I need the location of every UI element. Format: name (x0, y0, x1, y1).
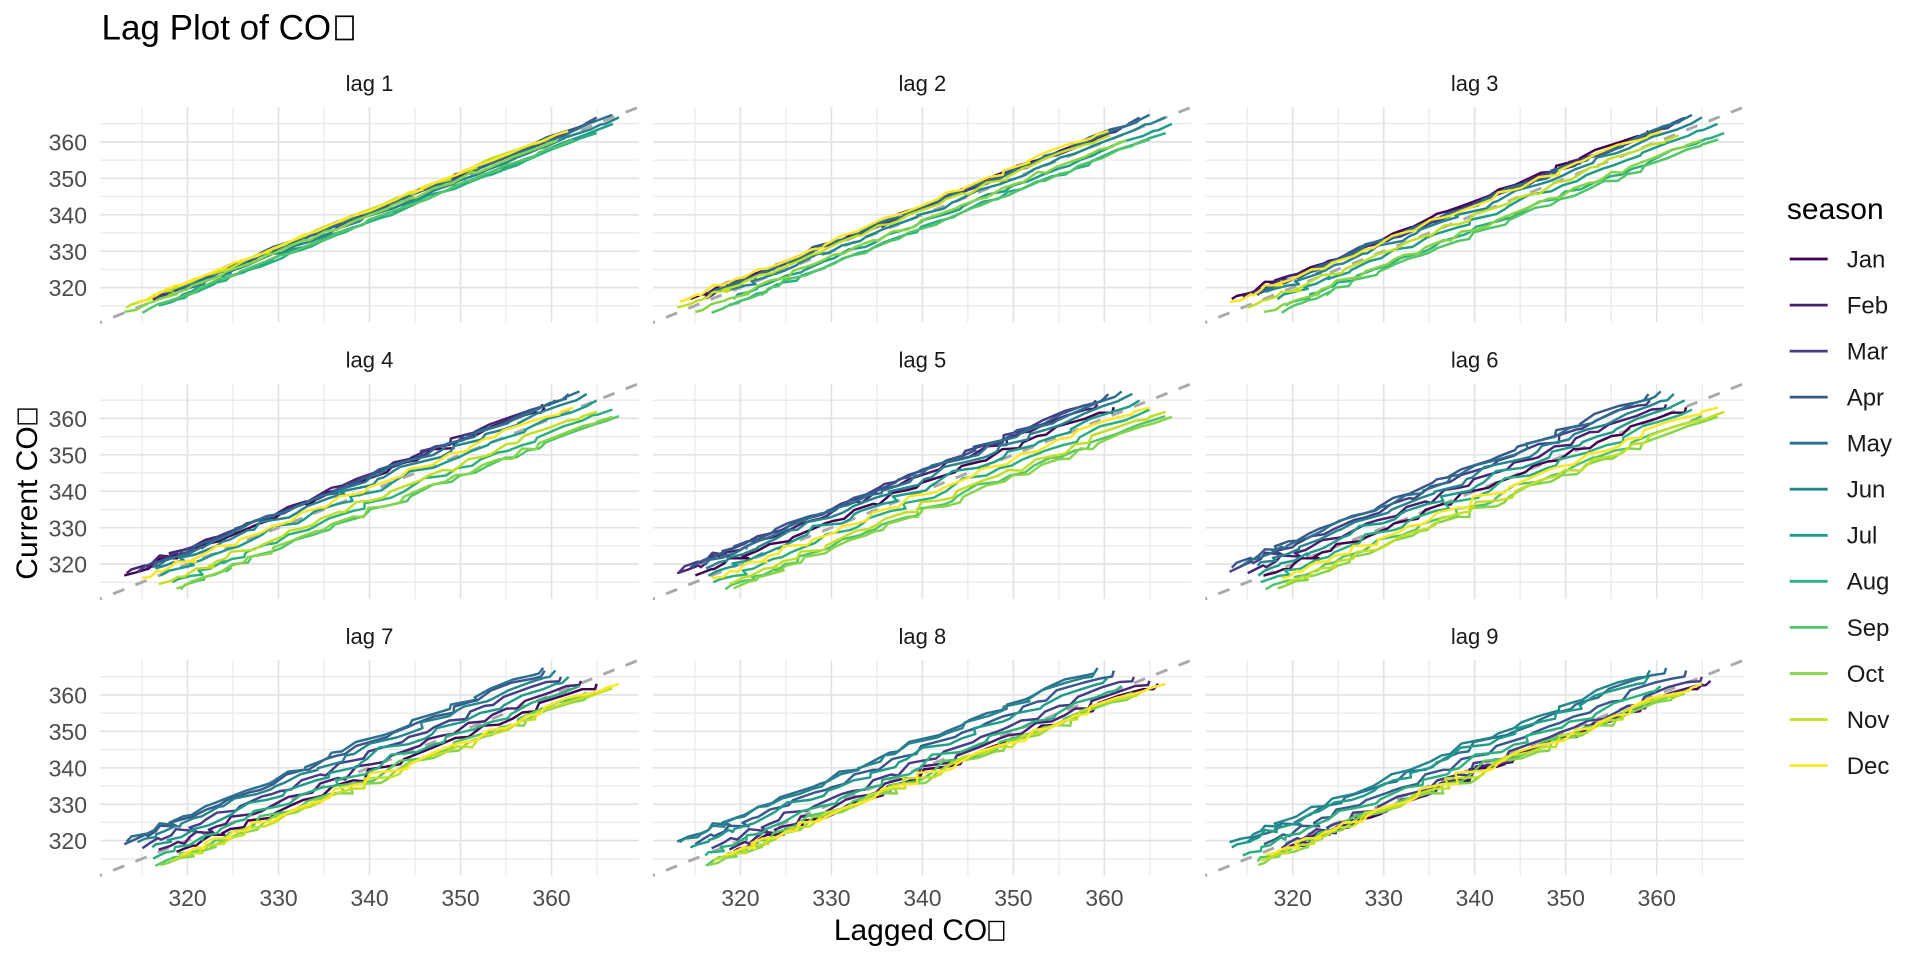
svg-text:Current CO: Current CO (11, 426, 44, 579)
svg-text:lag 1: lag 1 (346, 71, 394, 96)
svg-text:350: 350 (994, 885, 1032, 911)
svg-text:320: 320 (49, 828, 87, 854)
svg-text:320: 320 (49, 552, 87, 578)
svg-text:Nov: Nov (1847, 707, 1890, 734)
svg-text:350: 350 (441, 885, 479, 911)
svg-text:360: 360 (49, 683, 87, 709)
svg-text:350: 350 (49, 166, 87, 192)
svg-text:lag 9: lag 9 (1451, 624, 1499, 649)
svg-text:320: 320 (721, 885, 759, 911)
svg-text:330: 330 (49, 515, 87, 541)
svg-text:lag 6: lag 6 (1451, 348, 1499, 373)
svg-text:lag 5: lag 5 (899, 348, 947, 373)
svg-text:lag 4: lag 4 (346, 348, 394, 373)
svg-text:340: 340 (49, 755, 87, 781)
svg-text:320: 320 (1274, 885, 1312, 911)
svg-text:330: 330 (1365, 885, 1403, 911)
svg-text:330: 330 (259, 885, 297, 911)
svg-text:360: 360 (1085, 885, 1123, 911)
svg-text:lag 3: lag 3 (1451, 71, 1499, 96)
svg-text:Lagged CO: Lagged CO (834, 914, 987, 947)
svg-text:Dec: Dec (1847, 753, 1890, 780)
svg-text:season: season (1787, 193, 1884, 226)
svg-text:360: 360 (49, 130, 87, 156)
svg-text:330: 330 (49, 792, 87, 818)
svg-text:340: 340 (1456, 885, 1494, 911)
svg-text:320: 320 (168, 885, 206, 911)
svg-text:350: 350 (49, 442, 87, 468)
svg-text:Jan: Jan (1847, 246, 1886, 273)
svg-text:320: 320 (49, 275, 87, 301)
svg-text:Feb: Feb (1847, 292, 1888, 319)
svg-text:340: 340 (903, 885, 941, 911)
svg-text:Apr: Apr (1847, 385, 1884, 412)
svg-text:lag 7: lag 7 (346, 624, 394, 649)
svg-text:340: 340 (350, 885, 388, 911)
svg-text:May: May (1847, 431, 1892, 458)
svg-text:Mar: Mar (1847, 339, 1888, 366)
svg-text:Jun: Jun (1847, 477, 1886, 504)
svg-text:Oct: Oct (1847, 661, 1885, 688)
svg-text:350: 350 (49, 719, 87, 745)
svg-text:340: 340 (49, 202, 87, 228)
svg-text:Lag Plot of CO: Lag Plot of CO (102, 9, 332, 48)
svg-text:330: 330 (49, 239, 87, 265)
svg-text:360: 360 (49, 406, 87, 432)
svg-text:330: 330 (812, 885, 850, 911)
svg-text:340: 340 (49, 479, 87, 505)
svg-text:Aug: Aug (1847, 569, 1890, 596)
svg-text:Jul: Jul (1847, 523, 1878, 550)
svg-text:lag 2: lag 2 (899, 71, 947, 96)
svg-text:360: 360 (532, 885, 570, 911)
svg-text:360: 360 (1638, 885, 1676, 911)
svg-text:Sep: Sep (1847, 615, 1890, 642)
svg-text:lag 8: lag 8 (899, 624, 947, 649)
svg-text:350: 350 (1547, 885, 1585, 911)
